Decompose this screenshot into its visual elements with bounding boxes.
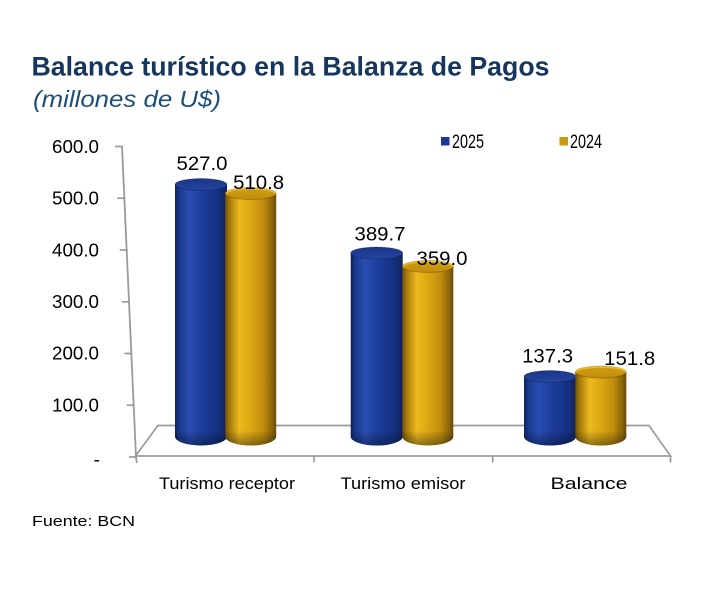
svg-text:Balance: Balance — [551, 474, 628, 493]
svg-text:300.0: 300.0 — [52, 291, 99, 312]
svg-text:Turismo receptor: Turismo receptor — [159, 474, 295, 493]
svg-text:400.0: 400.0 — [52, 239, 99, 260]
svg-text:Turismo emisor: Turismo emisor — [341, 474, 466, 493]
svg-text:Balance turístico en la Balanz: Balance turístico en la Balanza de Pagos — [32, 52, 550, 82]
svg-text:359.0: 359.0 — [417, 249, 468, 270]
svg-text:2025: 2025 — [452, 132, 484, 153]
svg-text:600.0: 600.0 — [52, 136, 99, 157]
svg-text:100.0: 100.0 — [52, 394, 99, 415]
svg-text:137.3: 137.3 — [522, 347, 573, 368]
svg-text:2024: 2024 — [570, 132, 602, 153]
svg-text:-: - — [94, 449, 101, 470]
svg-text:510.8: 510.8 — [233, 173, 284, 194]
svg-text:Fuente: BCN: Fuente: BCN — [32, 513, 135, 530]
svg-text:389.7: 389.7 — [355, 225, 406, 246]
svg-text:500.0: 500.0 — [52, 188, 99, 209]
svg-text:(millones de U$): (millones de U$) — [33, 86, 221, 112]
svg-text:200.0: 200.0 — [52, 343, 99, 364]
svg-text:151.8: 151.8 — [604, 349, 655, 370]
svg-text:527.0: 527.0 — [177, 154, 228, 175]
